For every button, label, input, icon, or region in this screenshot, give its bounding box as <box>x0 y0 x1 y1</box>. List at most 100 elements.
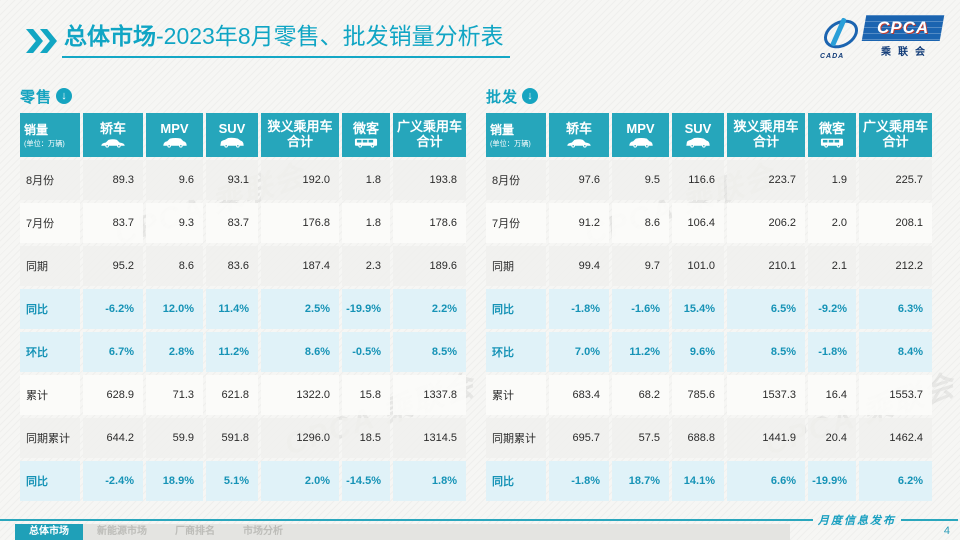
cell: 189.6 <box>393 246 466 286</box>
cell: 223.7 <box>727 160 805 200</box>
cell: 15.4% <box>672 289 724 329</box>
table-row: 同比 -1.8% 18.7% 14.1% 6.6% -19.9% 6.2% <box>486 461 932 501</box>
suv-icon <box>206 137 258 149</box>
cell: 193.8 <box>393 160 466 200</box>
circle-down-arrow-icon: ↓ <box>56 88 73 104</box>
footer-tab[interactable]: 厂商排名 <box>175 526 215 537</box>
col-header-unit: 销量 (单位：万辆) <box>20 113 80 157</box>
table-row: 同期 99.4 9.7 101.0 210.1 2.1 212.2 <box>486 246 932 286</box>
cell: 1.9 <box>808 160 856 200</box>
cell: 18.9% <box>146 461 203 501</box>
table-row: 8月份 89.3 9.6 93.1 192.0 1.8 193.8 <box>20 160 466 200</box>
cell: 93.1 <box>206 160 258 200</box>
footer-tab[interactable]: 市场分析 <box>243 526 283 537</box>
mpv-icon <box>146 137 203 149</box>
cell: 2.0 <box>808 203 856 243</box>
cell: 1.8 <box>342 160 390 200</box>
footer-tab[interactable]: 新能源市场 <box>97 526 147 537</box>
double-chevron-icon <box>26 29 57 53</box>
row-label: 8月份 <box>486 160 546 200</box>
cell: 11.4% <box>206 289 258 329</box>
cell: 688.8 <box>672 418 724 458</box>
col-header: 轿车 <box>83 113 143 157</box>
cell: 71.3 <box>146 375 203 415</box>
cell: 16.4 <box>808 375 856 415</box>
cell: 1.8 <box>342 203 390 243</box>
cell: 2.1 <box>808 246 856 286</box>
wholesale-table: 销量 (单位：万辆) 轿车 MPV SUV 狭义乘用车 合计 微客 广义乘用车 合计 8月份 97.… <box>483 110 935 504</box>
cell: -0.5% <box>342 332 390 372</box>
table-row: 同期 95.2 8.6 83.6 187.4 2.3 189.6 <box>20 246 466 286</box>
cell: 212.2 <box>859 246 932 286</box>
section-label: 零售 <box>20 88 53 106</box>
footer-rule-right <box>901 519 958 521</box>
cell: -1.8% <box>549 461 609 501</box>
cell: -1.8% <box>549 289 609 329</box>
page-title-rest: -2023年8月零售、批发销量分析表 <box>156 23 504 49</box>
col-header: 轿车 <box>549 113 609 157</box>
table-row: 同比 -1.8% -1.6% 15.4% 6.5% -9.2% 6.3% <box>486 289 932 329</box>
cell: -6.2% <box>83 289 143 329</box>
row-label: 同期累计 <box>486 418 546 458</box>
col-header: SUV <box>206 113 258 157</box>
cell: 59.9 <box>146 418 203 458</box>
cell: 6.5% <box>727 289 805 329</box>
cell: 210.1 <box>727 246 805 286</box>
slide-header: 总体市场-2023年8月零售、批发销量分析表 <box>26 22 510 58</box>
cell: 8.5% <box>727 332 805 372</box>
row-label: 同期 <box>20 246 80 286</box>
cpca-logo-box: CPCA <box>861 14 945 41</box>
cada-swoosh-icon: CADA <box>819 14 863 60</box>
row-label: 同比 <box>486 461 546 501</box>
circle-down-arrow-icon: ↓ <box>522 88 539 104</box>
page-number: 4 <box>943 525 950 537</box>
cpca-logo: CADA CPCA 乘联会 <box>819 10 948 62</box>
row-label: 环比 <box>486 332 546 372</box>
cell: 2.3 <box>342 246 390 286</box>
cell: 12.0% <box>146 289 203 329</box>
cell: -1.6% <box>612 289 669 329</box>
retail-table: 销量 (单位：万辆) 轿车 MPV SUV 狭义乘用车 合计 微客 广义乘用车 合计 8月份 89.… <box>17 110 469 504</box>
cell: 2.8% <box>146 332 203 372</box>
cell: 695.7 <box>549 418 609 458</box>
table-row: 同期累计 644.2 59.9 591.8 1296.0 18.5 1314.5 <box>20 418 466 458</box>
retail-table-panel: 零售 ↓ 销量 (单位：万辆) 轿车 MPV SUV 狭义乘用车 合计 微客 广义乘用车 合计 8… <box>20 84 472 504</box>
col-header: MPV <box>146 113 203 157</box>
table-row: 环比 6.7% 2.8% 11.2% 8.6% -0.5% 8.5% <box>20 332 466 372</box>
cell: 9.6 <box>146 160 203 200</box>
cell: 6.6% <box>727 461 805 501</box>
cell: 5.1% <box>206 461 258 501</box>
table-row: 同比 -6.2% 12.0% 11.4% 2.5% -19.9% 2.2% <box>20 289 466 329</box>
cell: 8.4% <box>859 332 932 372</box>
cell: 8.6 <box>612 203 669 243</box>
release-note: 月度信息发布 <box>818 515 896 527</box>
cada-text: CADA <box>820 53 845 60</box>
cell: -2.4% <box>83 461 143 501</box>
cell: 1441.9 <box>727 418 805 458</box>
cell: 1322.0 <box>261 375 339 415</box>
mpv-icon <box>612 137 669 149</box>
sedan-icon <box>83 137 143 149</box>
cell: 68.2 <box>612 375 669 415</box>
cell: 1337.8 <box>393 375 466 415</box>
cell: 9.3 <box>146 203 203 243</box>
footer-tab[interactable]: 总体市场 <box>15 524 83 540</box>
cell: 7.0% <box>549 332 609 372</box>
row-label: 7月份 <box>20 203 80 243</box>
cell: 206.2 <box>727 203 805 243</box>
cell: -1.8% <box>808 332 856 372</box>
col-header: 狭义乘用车 合计 <box>261 113 339 157</box>
row-label: 8月份 <box>20 160 80 200</box>
section-label: 批发 <box>486 88 519 106</box>
cell: 192.0 <box>261 160 339 200</box>
suv-icon <box>672 137 724 149</box>
cell: 176.8 <box>261 203 339 243</box>
cell: 8.6 <box>146 246 203 286</box>
cell: 1537.3 <box>727 375 805 415</box>
cell: 1.8% <box>393 461 466 501</box>
cell: 1553.7 <box>859 375 932 415</box>
col-header: 广义乘用车 合计 <box>859 113 932 157</box>
table-row: 累计 683.4 68.2 785.6 1537.3 16.4 1553.7 <box>486 375 932 415</box>
table-row: 累计 628.9 71.3 621.8 1322.0 15.8 1337.8 <box>20 375 466 415</box>
